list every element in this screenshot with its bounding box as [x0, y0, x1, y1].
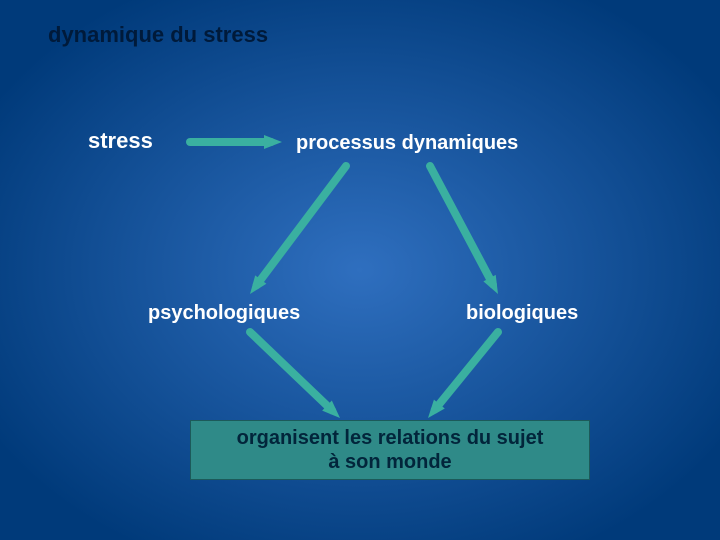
node-organisent-text: organisent les relations du sujet à son …	[237, 426, 544, 474]
slide-stage: dynamique du stress stress processus dyn…	[0, 0, 720, 540]
arrowhead-stress-to-processus	[264, 135, 282, 149]
arrow-processus-to-psychologiques	[256, 166, 346, 285]
node-organisent-box: organisent les relations du sujet à son …	[190, 420, 590, 480]
arrow-processus-to-biologiques	[430, 166, 493, 284]
arrow-biologiques-to-organisent	[435, 332, 498, 410]
arrow-psychologiques-to-organisent	[250, 332, 332, 411]
node-organisent-line2: à son monde	[237, 450, 544, 474]
node-organisent-line1: organisent les relations du sujet	[237, 426, 544, 450]
